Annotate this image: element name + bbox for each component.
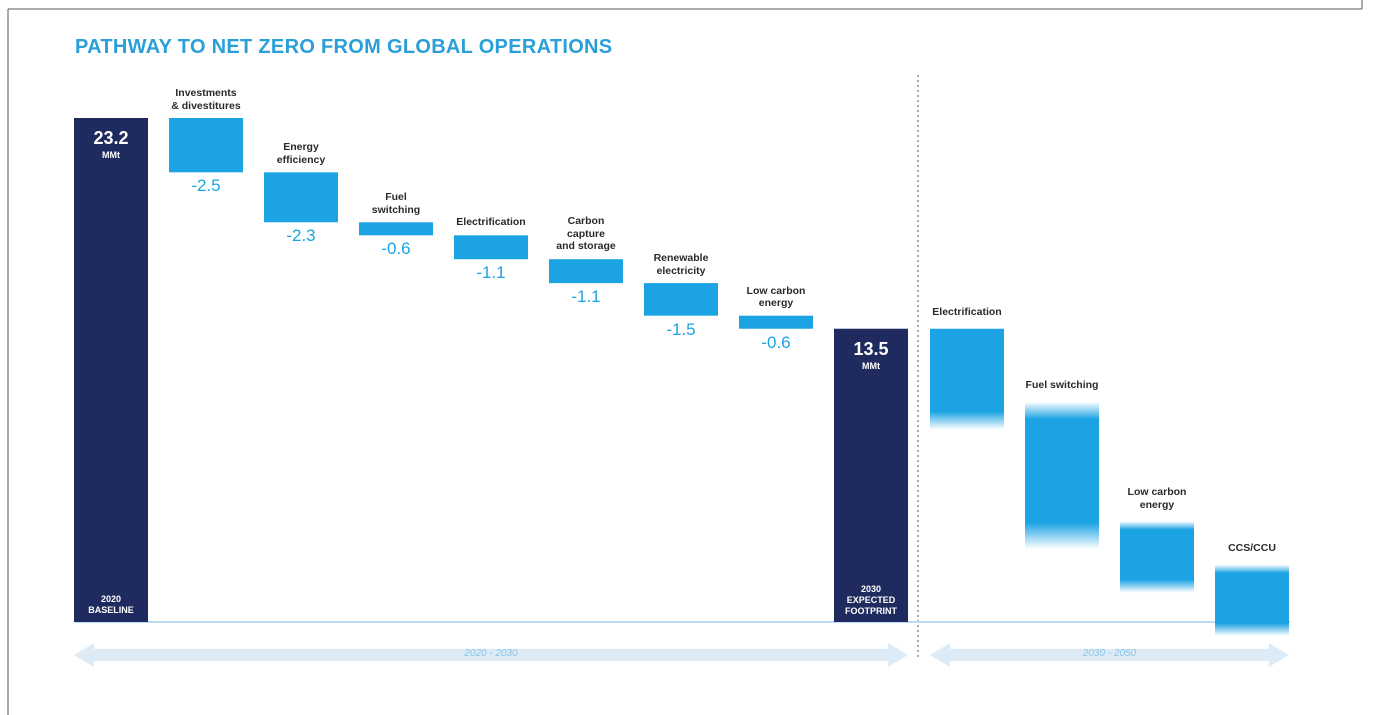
category-label: Low carbon energy bbox=[1127, 486, 1187, 511]
category-label: Investments & divestitures bbox=[171, 87, 241, 112]
delta-bar bbox=[644, 283, 718, 316]
category-label: Electrification bbox=[456, 216, 526, 229]
total-category: 2020 BASELINE bbox=[88, 594, 134, 615]
delta-value: -1.1 bbox=[571, 287, 601, 307]
delta-bar bbox=[1215, 564, 1289, 636]
delta-value: -1.1 bbox=[476, 263, 506, 283]
category-label: Fuel switching bbox=[1025, 378, 1099, 391]
delta-bar bbox=[739, 315, 813, 329]
category-label: Fuel switching bbox=[371, 191, 421, 216]
delta-bar bbox=[930, 328, 1004, 430]
delta-value: -2.5 bbox=[191, 176, 221, 196]
period-label: 2020 - 2030 bbox=[464, 648, 518, 659]
delta-bar bbox=[549, 259, 623, 284]
delta-value: -0.6 bbox=[761, 332, 791, 352]
delta-value: -1.5 bbox=[666, 319, 696, 339]
period-arrow bbox=[930, 643, 1289, 667]
delta-bar bbox=[169, 118, 243, 173]
total-category: 2030 EXPECTED FOOTPRINT bbox=[845, 584, 897, 616]
period-label: 2030 - 2050 bbox=[1082, 648, 1137, 659]
total-unit: MMt bbox=[102, 150, 120, 160]
category-label: Energy efficiency bbox=[276, 141, 326, 166]
category-label: Electrification bbox=[932, 305, 1002, 318]
total-bar bbox=[834, 328, 908, 622]
chart-title: PATHWAY TO NET ZERO FROM GLOBAL OPERATIO… bbox=[75, 36, 613, 58]
category-label: CCS/CCU bbox=[1228, 541, 1276, 554]
category-label: Renewable electricity bbox=[653, 252, 709, 277]
total-value: 13.5 bbox=[853, 338, 889, 359]
delta-value: -2.3 bbox=[286, 226, 316, 246]
delta-value: -0.6 bbox=[381, 239, 411, 259]
delta-bar bbox=[359, 222, 433, 236]
total-bar bbox=[74, 118, 148, 622]
category-label: Carbon capture and storage bbox=[556, 215, 616, 253]
delta-bar bbox=[1025, 401, 1099, 550]
category-label: Low carbon energy bbox=[746, 284, 806, 310]
delta-bar bbox=[454, 235, 528, 260]
total-value: 23.2 bbox=[93, 128, 129, 148]
delta-bar bbox=[1120, 521, 1194, 593]
total-unit: MMt bbox=[862, 360, 880, 371]
period-arrow bbox=[74, 643, 908, 667]
delta-bar bbox=[264, 172, 338, 223]
